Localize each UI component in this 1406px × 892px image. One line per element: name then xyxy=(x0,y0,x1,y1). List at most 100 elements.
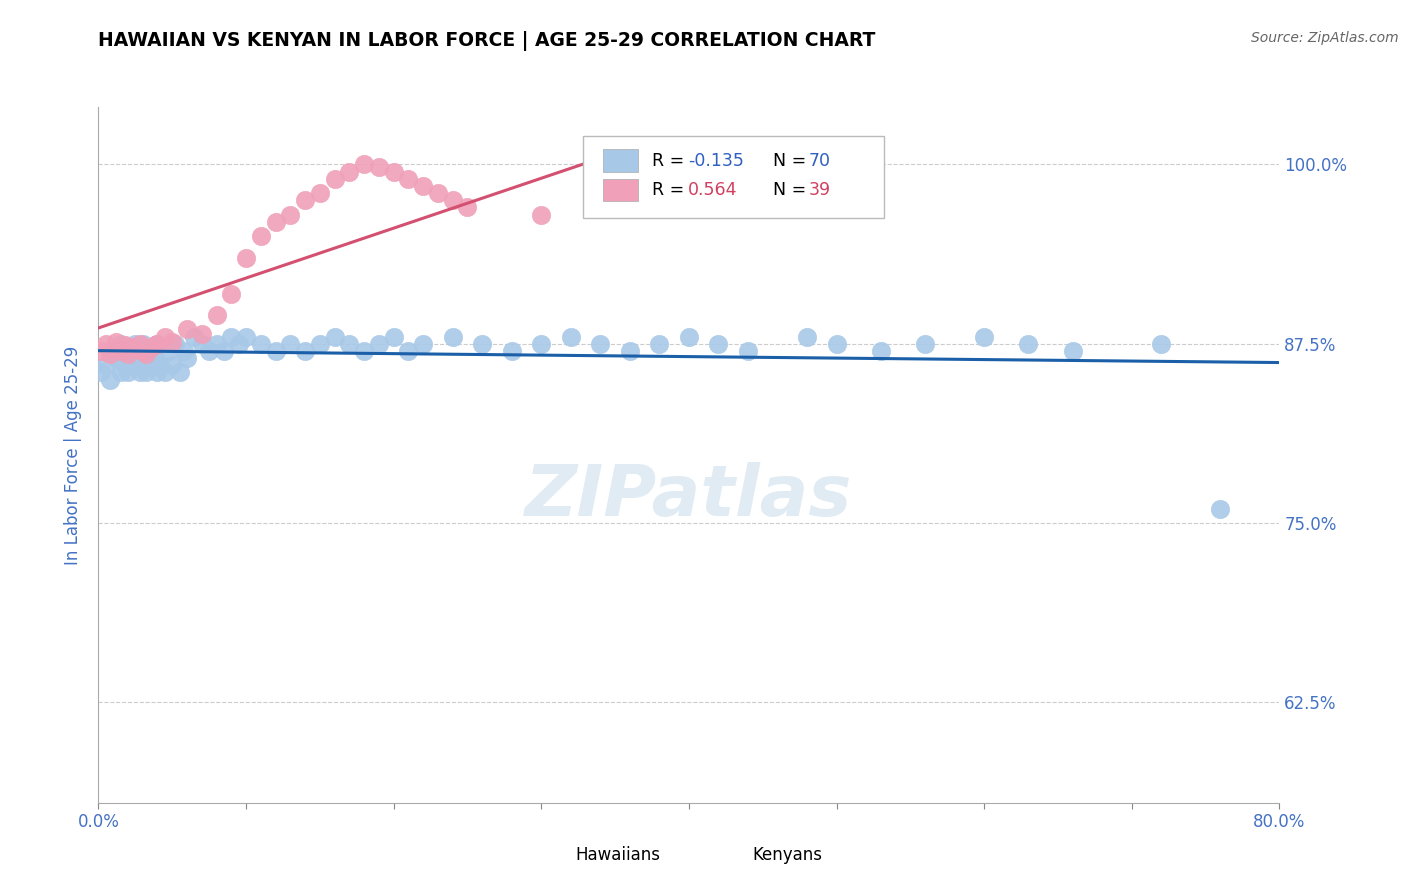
Point xyxy=(205,308,228,322)
Point xyxy=(1017,336,1039,351)
Point xyxy=(110,366,132,380)
Point xyxy=(132,351,155,365)
Point xyxy=(1062,343,1084,358)
Point xyxy=(94,336,117,351)
Point xyxy=(173,343,195,358)
Point xyxy=(412,178,434,193)
FancyBboxPatch shape xyxy=(603,150,638,172)
Text: ZIPatlas: ZIPatlas xyxy=(526,462,852,531)
Point xyxy=(110,336,132,351)
Point xyxy=(191,336,214,351)
Point xyxy=(132,343,155,358)
Y-axis label: In Labor Force | Age 25-29: In Labor Force | Age 25-29 xyxy=(65,345,83,565)
Point xyxy=(105,335,128,350)
Point xyxy=(120,340,142,354)
Point xyxy=(501,343,523,358)
Point xyxy=(146,366,169,380)
Point xyxy=(139,343,162,358)
Point xyxy=(294,194,316,208)
Point xyxy=(146,336,169,351)
Point xyxy=(135,347,157,361)
Point xyxy=(146,336,169,351)
Point xyxy=(162,358,183,372)
Point xyxy=(132,336,155,351)
Point xyxy=(114,358,136,372)
Point xyxy=(117,343,139,358)
Point xyxy=(382,164,405,178)
Point xyxy=(117,347,139,361)
Text: HAWAIIAN VS KENYAN IN LABOR FORCE | AGE 25-29 CORRELATION CHART: HAWAIIAN VS KENYAN IN LABOR FORCE | AGE … xyxy=(98,31,876,51)
Text: N =: N = xyxy=(773,181,811,199)
Point xyxy=(135,366,157,380)
Point xyxy=(294,343,316,358)
Text: Source: ZipAtlas.com: Source: ZipAtlas.com xyxy=(1251,31,1399,45)
FancyBboxPatch shape xyxy=(713,842,745,868)
Point xyxy=(128,336,150,351)
Point xyxy=(219,286,242,301)
Point xyxy=(98,373,121,387)
Point xyxy=(441,194,464,208)
Point xyxy=(98,347,121,361)
Point xyxy=(128,366,150,380)
Point xyxy=(412,336,434,351)
Point xyxy=(441,329,464,343)
Point xyxy=(530,336,553,351)
Point xyxy=(353,157,375,171)
Point xyxy=(339,164,360,178)
Point xyxy=(124,336,146,351)
Text: -0.135: -0.135 xyxy=(688,152,744,169)
Point xyxy=(1209,501,1232,516)
Point xyxy=(560,329,582,343)
Point xyxy=(157,343,180,358)
Point xyxy=(228,336,250,351)
Point xyxy=(264,215,287,229)
Point xyxy=(396,171,419,186)
Point xyxy=(678,329,700,343)
Point xyxy=(176,322,198,336)
Point xyxy=(143,351,166,365)
Point xyxy=(139,341,162,355)
Point xyxy=(250,336,273,351)
Point xyxy=(456,201,478,215)
Point xyxy=(90,343,112,358)
Point xyxy=(309,336,332,351)
Point xyxy=(114,338,136,352)
Point xyxy=(165,336,187,351)
Point xyxy=(396,343,419,358)
Point xyxy=(235,329,257,343)
Point xyxy=(235,251,257,265)
Point xyxy=(825,336,848,351)
Point xyxy=(737,343,759,358)
Point xyxy=(339,336,360,351)
Point xyxy=(120,351,142,365)
Point xyxy=(103,343,125,358)
Point xyxy=(198,343,221,358)
Text: 39: 39 xyxy=(808,181,831,199)
Point xyxy=(796,329,818,343)
Point xyxy=(368,161,391,175)
Point xyxy=(264,343,287,358)
Point xyxy=(471,336,494,351)
Point xyxy=(105,351,128,365)
Point xyxy=(162,335,183,350)
Point xyxy=(309,186,332,200)
Point xyxy=(368,336,391,351)
Point xyxy=(212,343,235,358)
Point xyxy=(278,336,302,351)
Point xyxy=(103,341,125,355)
Point xyxy=(176,351,198,365)
Point xyxy=(183,329,205,343)
Point xyxy=(619,343,641,358)
Point xyxy=(94,358,117,372)
Point xyxy=(323,329,346,343)
Point xyxy=(1150,336,1173,351)
Point xyxy=(124,358,146,372)
Point xyxy=(278,208,302,222)
Point xyxy=(973,329,995,343)
Point xyxy=(90,366,112,380)
Point xyxy=(648,336,671,351)
Text: R =: R = xyxy=(652,181,690,199)
Point xyxy=(219,329,242,343)
Point xyxy=(589,336,612,351)
Point xyxy=(353,343,375,358)
